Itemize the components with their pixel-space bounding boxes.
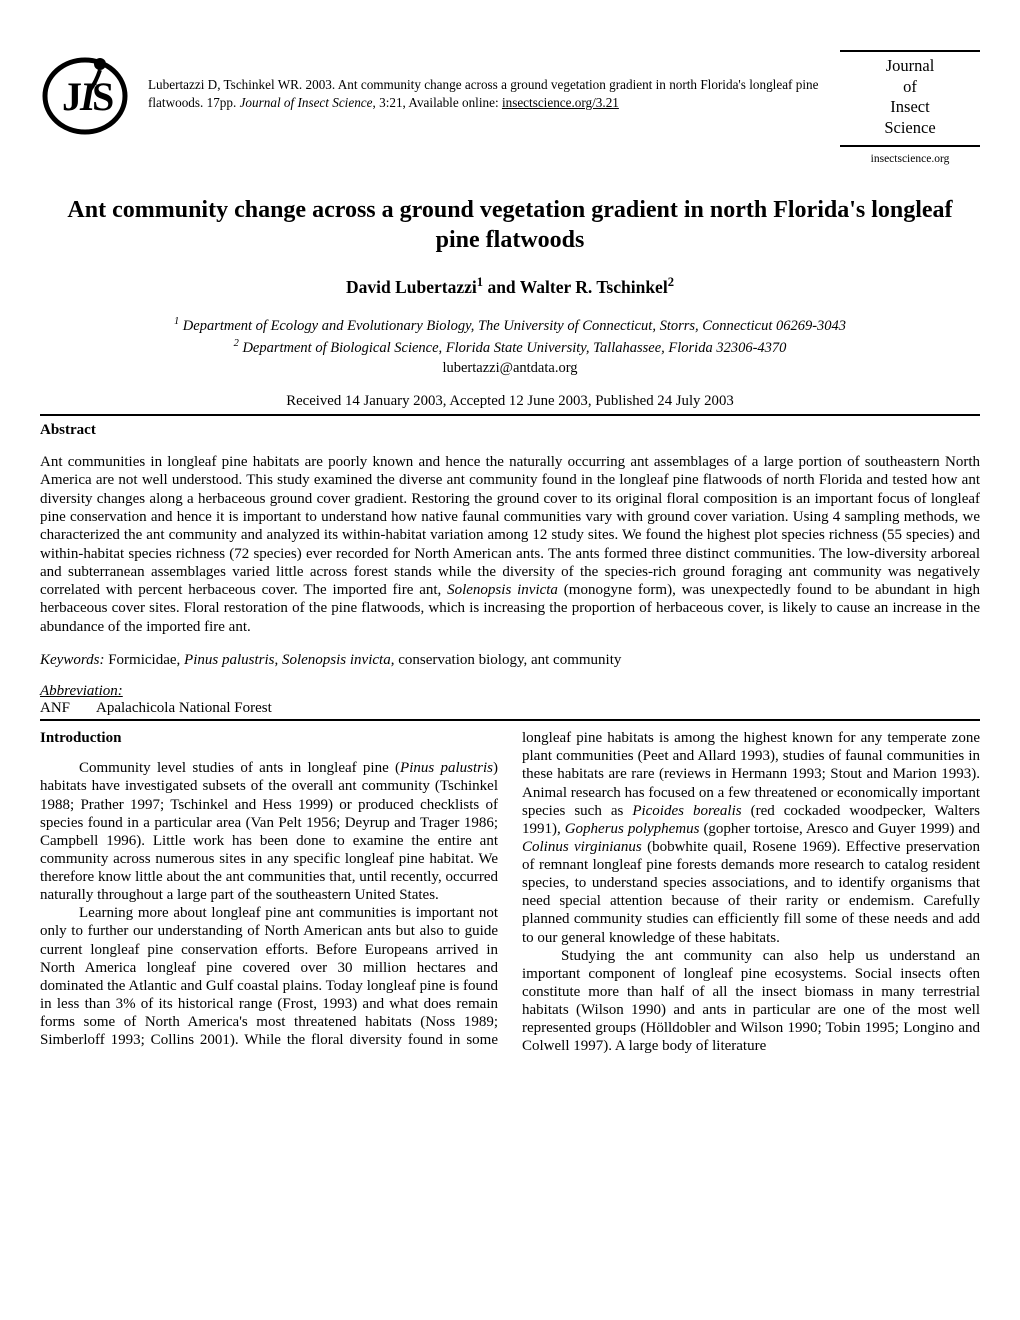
author-2: Walter R. Tschinkel [520,276,668,296]
kw-c: , conservation biology, ant community [391,652,622,668]
svg-text:S: S [92,74,114,119]
intro-pinus: Pinus palustris [400,760,493,776]
intro-p1: Community level studies of ants in longl… [40,759,498,904]
author-2-sup: 2 [668,275,674,289]
abstract-heading: Abstract [40,422,980,439]
rule-after-abbr [40,719,980,721]
rule-after-dates [40,414,980,416]
kw-pinus: Pinus palustris [184,652,274,668]
keywords-line: Keywords: Formicidae, Pinus palustris, S… [40,652,980,669]
citation-text: Lubertazzi D, Tschinkel WR. 2003. Ant co… [148,50,822,112]
journal-name: Journal of Insect Science [840,50,980,147]
abstract-body: Ant communities in longleaf pine habitat… [40,453,980,636]
citation-link[interactable]: insectscience.org/3.21 [502,95,619,110]
intro-p3: Studying the ant community can also help… [522,947,980,1056]
abstract-species: Solenopsis invicta [447,582,558,598]
affiliation-2: 2 Department of Biological Science, Flor… [40,337,980,358]
abbr-key: ANF [40,700,96,717]
abbreviation-heading: Abbreviation: [40,683,980,700]
abbr-val: Apalachicola National Forest [96,700,272,716]
kw-a: Formicidae, [104,652,184,668]
keywords-label: Keywords: [40,652,104,668]
journal-line1: Journal [840,56,980,77]
abstract-part-a: Ant communities in longleaf pine habitat… [40,454,980,598]
article-title: Ant community change across a ground veg… [60,195,960,255]
affiliation-1: 1 Department of Ecology and Evolutionary… [40,315,980,336]
journal-url[interactable]: insectscience.org [840,153,980,165]
intro-picoides: Picoides borealis [632,803,741,819]
intro-gopherus: Gopherus polyphemus [565,821,700,837]
aff2-text: Department of Biological Science, Florid… [239,340,787,356]
article-dates: Received 14 January 2003, Accepted 12 Ju… [40,393,980,410]
affiliations: 1 Department of Ecology and Evolutionary… [40,315,980,358]
corresponding-email[interactable]: lubertazzi@antdata.org [40,360,980,377]
introduction-heading: Introduction [40,729,498,747]
citation-post: , 3:21, Available online: [373,95,502,110]
author-1: David Lubertazzi [346,276,477,296]
body-columns: Introduction Community level studies of … [40,729,980,1056]
page-header: J I S Lubertazzi D, Tschinkel WR. 2003. … [40,50,980,165]
kw-b: , [274,652,282,668]
kw-sinv: Solenopsis invicta [282,652,391,668]
svg-text:J: J [62,74,82,119]
journal-box: Journal of Insect Science insectscience.… [840,50,980,165]
intro-p1b: ) habitats have investigated subsets of … [40,760,498,903]
intro-colinus: Colinus virginianus [522,839,642,855]
aff1-text: Department of Ecology and Evolutionary B… [179,318,846,334]
abbreviation-row: ANFApalachicola National Forest [40,700,980,717]
intro-p1a: Community level studies of ants in longl… [79,760,400,776]
citation-journal: Journal of Insect Science [240,95,373,110]
intro-p2-cont-c: (gopher tortoise, Aresco and Guyer 1999)… [699,821,980,837]
authors: David Lubertazzi1 and Walter R. Tschinke… [40,275,980,298]
journal-logo: J I S [40,50,130,136]
journal-line3: Insect [840,97,980,118]
authors-and: and [483,276,520,296]
journal-line2: of [840,77,980,98]
journal-line4: Science [840,118,980,139]
